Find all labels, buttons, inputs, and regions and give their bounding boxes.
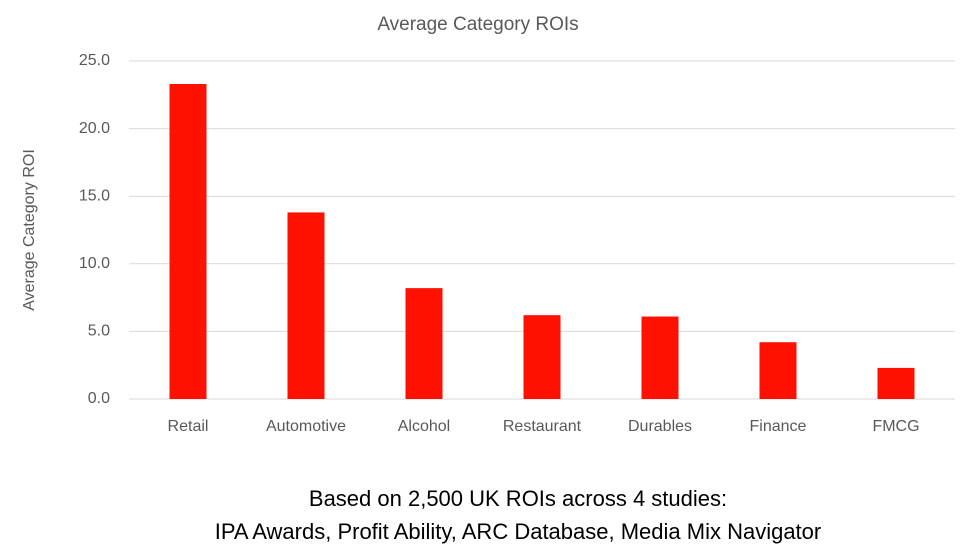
y-tick-label: 15.0: [79, 187, 110, 204]
bar: [877, 367, 915, 399]
bar: [287, 212, 325, 399]
y-tick-label: 25.0: [79, 52, 110, 69]
x-tick-label: Finance: [750, 418, 807, 435]
chart-title: Average Category ROIs: [377, 14, 578, 35]
y-tick-label: 5.0: [88, 323, 110, 340]
x-tick-label: Automotive: [266, 418, 346, 435]
x-tick-label: Alcohol: [398, 418, 450, 435]
y-axis-label: Average Category ROI: [21, 149, 38, 311]
x-tick-label: Retail: [168, 418, 209, 435]
bar: [405, 288, 443, 399]
y-tick-label: 0.0: [88, 390, 110, 407]
y-tick-label: 10.0: [79, 255, 110, 272]
bar: [641, 316, 679, 399]
y-tick-label: 20.0: [79, 120, 110, 137]
caption: Based on 2,500 UK ROIs across 4 studies:: [309, 486, 727, 511]
x-tick-label: Durables: [628, 418, 692, 435]
bar: [523, 315, 561, 399]
bar: [169, 83, 207, 399]
x-tick-label: Restaurant: [503, 418, 582, 435]
caption: IPA Awards, Profit Ability, ARC Database…: [215, 519, 821, 544]
bar: [759, 342, 797, 399]
x-tick-label: FMCG: [872, 418, 919, 435]
